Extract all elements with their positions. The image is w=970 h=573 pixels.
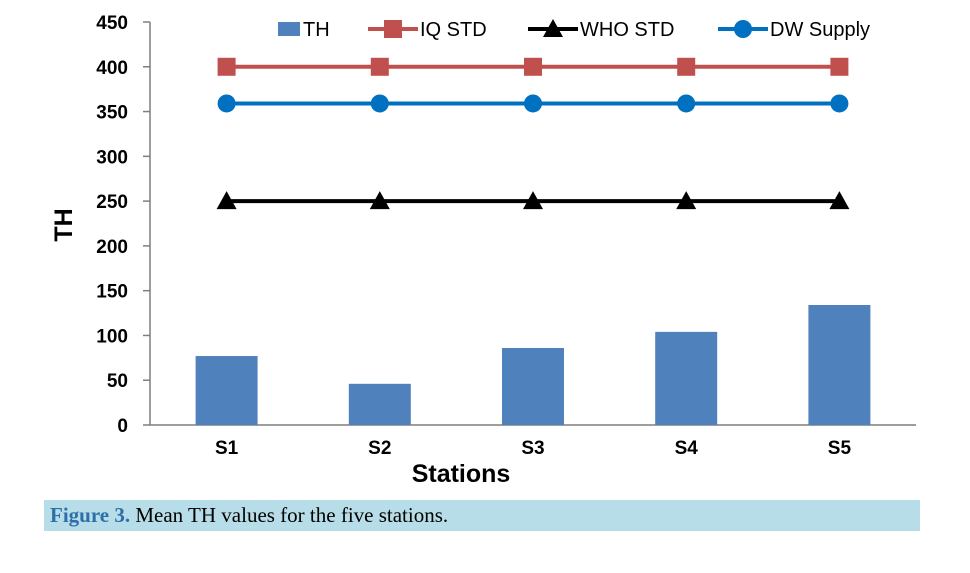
figure-label: Figure 3. — [50, 503, 131, 527]
legend-label: WHO STD — [580, 19, 674, 41]
marker-who-std — [523, 191, 543, 210]
y-tick-label: 50 — [107, 371, 128, 392]
bar-th — [502, 347, 564, 425]
y-tick-label: 350 — [96, 103, 128, 124]
legend-swatch — [278, 22, 300, 36]
bar-th — [808, 304, 871, 425]
y-tick-label: 400 — [96, 58, 128, 79]
marker-dw-supply — [524, 94, 542, 113]
bars — [195, 304, 871, 425]
y-tick-label: 450 — [96, 13, 128, 34]
bar-th — [348, 383, 411, 425]
figure-caption-text: Mean TH values for the five stations. — [130, 503, 449, 527]
marker-who-std — [829, 191, 850, 210]
marker-iq-std — [524, 57, 542, 76]
marker-iq-std — [217, 57, 236, 76]
x-tick-label: S5 — [828, 438, 852, 459]
y-tick-label: 150 — [96, 282, 128, 303]
legend-item-who-std: WHO STD — [528, 19, 674, 41]
legend-marker — [734, 20, 752, 38]
marker-iq-std — [370, 57, 389, 76]
legend-label: TH — [303, 19, 330, 41]
marker-dw-supply — [830, 94, 849, 113]
marker-dw-supply — [217, 94, 236, 113]
legend-marker — [384, 20, 402, 38]
legend-label: DW Supply — [770, 19, 870, 41]
y-axis-title: TH — [50, 208, 78, 241]
legend-item-dw-supply: DW Supply — [718, 19, 870, 41]
y-tick-label: 200 — [96, 237, 128, 258]
marker-who-std — [676, 191, 697, 210]
marker-who-std — [369, 191, 390, 210]
y-tick-label: 0 — [117, 416, 128, 437]
x-tick-label: S4 — [675, 438, 699, 459]
x-axis-title: Stations — [412, 460, 511, 488]
legend: TH IQ STD WHO STD DW Supply — [278, 19, 870, 41]
legend-item-iq-std: IQ STD — [368, 19, 487, 41]
marker-iq-std — [830, 57, 849, 76]
x-tick-label: S1 — [215, 438, 239, 459]
y-tick-label: 300 — [96, 147, 128, 168]
bar-th — [655, 331, 718, 425]
bar-th — [195, 356, 258, 425]
series-lines — [216, 57, 850, 210]
y-axis-ticks: 0 50 100 150 200 250 300 350 400 450 — [96, 13, 150, 437]
marker-dw-supply — [370, 94, 389, 113]
y-tick-label: 250 — [96, 192, 128, 213]
y-tick-label: 100 — [96, 326, 128, 347]
legend-item-th: TH — [278, 19, 330, 41]
legend-label: IQ STD — [420, 19, 487, 41]
chart: 0 50 100 150 200 250 300 350 400 450 S1 S2 S3 S4 S5 T… — [50, 13, 916, 488]
figure-caption: Figure 3. Mean TH values for the five st… — [44, 500, 920, 531]
marker-dw-supply — [677, 94, 696, 113]
marker-iq-std — [677, 57, 696, 76]
legend-marker — [543, 19, 563, 37]
x-tick-label: S3 — [521, 438, 544, 459]
marker-who-std — [216, 191, 237, 210]
x-axis-ticks: S1 S2 S3 S4 S5 — [215, 438, 851, 459]
x-tick-label: S2 — [368, 438, 391, 459]
